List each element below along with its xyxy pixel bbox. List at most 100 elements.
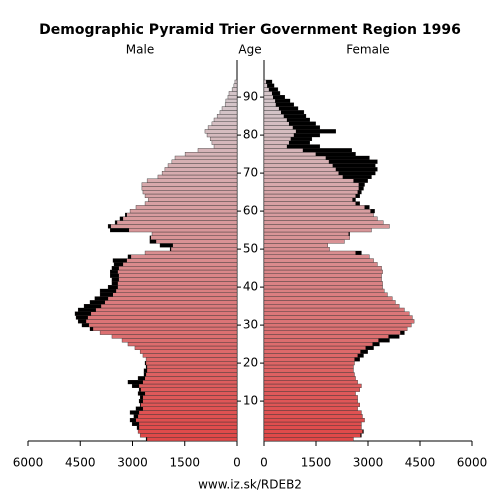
male-excess — [100, 289, 117, 293]
male-bar — [111, 266, 238, 271]
female-bar — [263, 387, 360, 392]
female-bar — [263, 239, 345, 244]
female-excess — [288, 140, 310, 145]
male-bar — [233, 83, 238, 88]
female-bar — [263, 258, 374, 263]
y-tick-label: 70 — [243, 166, 258, 180]
female-bar — [263, 421, 362, 426]
female-excess — [353, 178, 368, 183]
female-excess — [266, 80, 272, 84]
female-excess — [355, 251, 362, 255]
age-label: Age — [238, 43, 261, 57]
female-excess — [355, 201, 360, 206]
male-excess — [130, 418, 136, 422]
male-bar — [161, 170, 238, 176]
male-bar — [224, 102, 238, 107]
x-tick-label: 4500 — [405, 456, 436, 470]
female-bar — [263, 330, 405, 335]
female-bar — [263, 433, 362, 438]
female-excess — [358, 182, 365, 187]
female-bar — [263, 342, 380, 347]
y-tick-label: 30 — [243, 318, 258, 332]
female-bar — [263, 429, 364, 434]
male-bar — [77, 307, 238, 312]
female-bar — [263, 250, 362, 255]
male-excess — [112, 258, 127, 263]
male-excess — [78, 308, 96, 312]
male-bar — [110, 269, 238, 274]
female-bar — [263, 311, 410, 316]
source: www.iz.sk/RDEB2 — [198, 478, 302, 492]
female-bar — [263, 437, 354, 442]
female-bar — [263, 220, 384, 225]
male-excess — [146, 437, 148, 441]
male-bar — [169, 246, 238, 252]
male-bar — [184, 151, 238, 157]
female-bar — [263, 224, 390, 229]
male-bar — [83, 304, 238, 309]
female-bar — [263, 395, 358, 400]
female-bar — [263, 372, 355, 377]
female-bar — [263, 376, 356, 381]
male-bar — [228, 91, 238, 96]
female-excess — [400, 330, 405, 335]
male-bar — [111, 281, 238, 286]
female-excess — [278, 106, 298, 111]
male-bar — [231, 87, 238, 92]
male-bar — [77, 319, 238, 324]
male-bar — [206, 132, 238, 138]
male-bar — [129, 418, 238, 423]
female-excess — [352, 197, 356, 202]
male-excess — [76, 315, 88, 320]
male-bar — [147, 197, 238, 202]
male-bar — [137, 429, 238, 434]
female-excess — [325, 156, 370, 160]
female-bar — [263, 243, 328, 248]
female-excess — [268, 87, 278, 92]
female-excess — [365, 346, 374, 350]
female-bar — [263, 186, 364, 191]
female-excess — [293, 133, 320, 137]
female-excess — [286, 118, 310, 122]
male-bar — [89, 326, 238, 331]
male-excess — [114, 262, 124, 267]
male-bar — [131, 383, 238, 388]
female-excess — [286, 144, 320, 149]
male-bar — [138, 399, 238, 404]
male-excess — [110, 228, 130, 232]
female-excess — [315, 152, 356, 156]
male-excess — [111, 277, 119, 282]
female-bar — [263, 410, 362, 415]
female-excess — [267, 83, 275, 88]
male-excess — [127, 254, 132, 259]
male-excess — [84, 304, 102, 308]
x-tick-label: 1500 — [301, 456, 332, 470]
female-excess — [275, 99, 290, 103]
male-bar — [207, 125, 238, 130]
male-bar — [124, 212, 238, 217]
male-bar — [111, 277, 238, 282]
male-bar — [99, 288, 238, 293]
female-bar — [263, 246, 330, 252]
female-bar — [263, 277, 382, 282]
male-bar — [234, 79, 238, 84]
male-excess — [139, 387, 141, 392]
female-excess — [342, 175, 372, 179]
female-bar — [263, 193, 360, 198]
x-tick-label: 3000 — [117, 456, 148, 470]
female-excess — [271, 91, 280, 96]
male-excess — [108, 285, 118, 289]
male-bar — [74, 311, 238, 316]
y-tick-label: 10 — [243, 394, 258, 408]
female-excess — [275, 102, 294, 107]
male-excess — [139, 399, 143, 403]
male-bar — [99, 330, 238, 335]
male-excess — [100, 292, 113, 297]
male-bar — [144, 193, 238, 198]
male-bar — [94, 296, 238, 301]
y-tick-label: 20 — [243, 356, 258, 370]
female-excess — [273, 95, 285, 99]
male-bar — [131, 421, 238, 426]
male-bar — [135, 205, 238, 210]
male-bar — [113, 262, 238, 267]
